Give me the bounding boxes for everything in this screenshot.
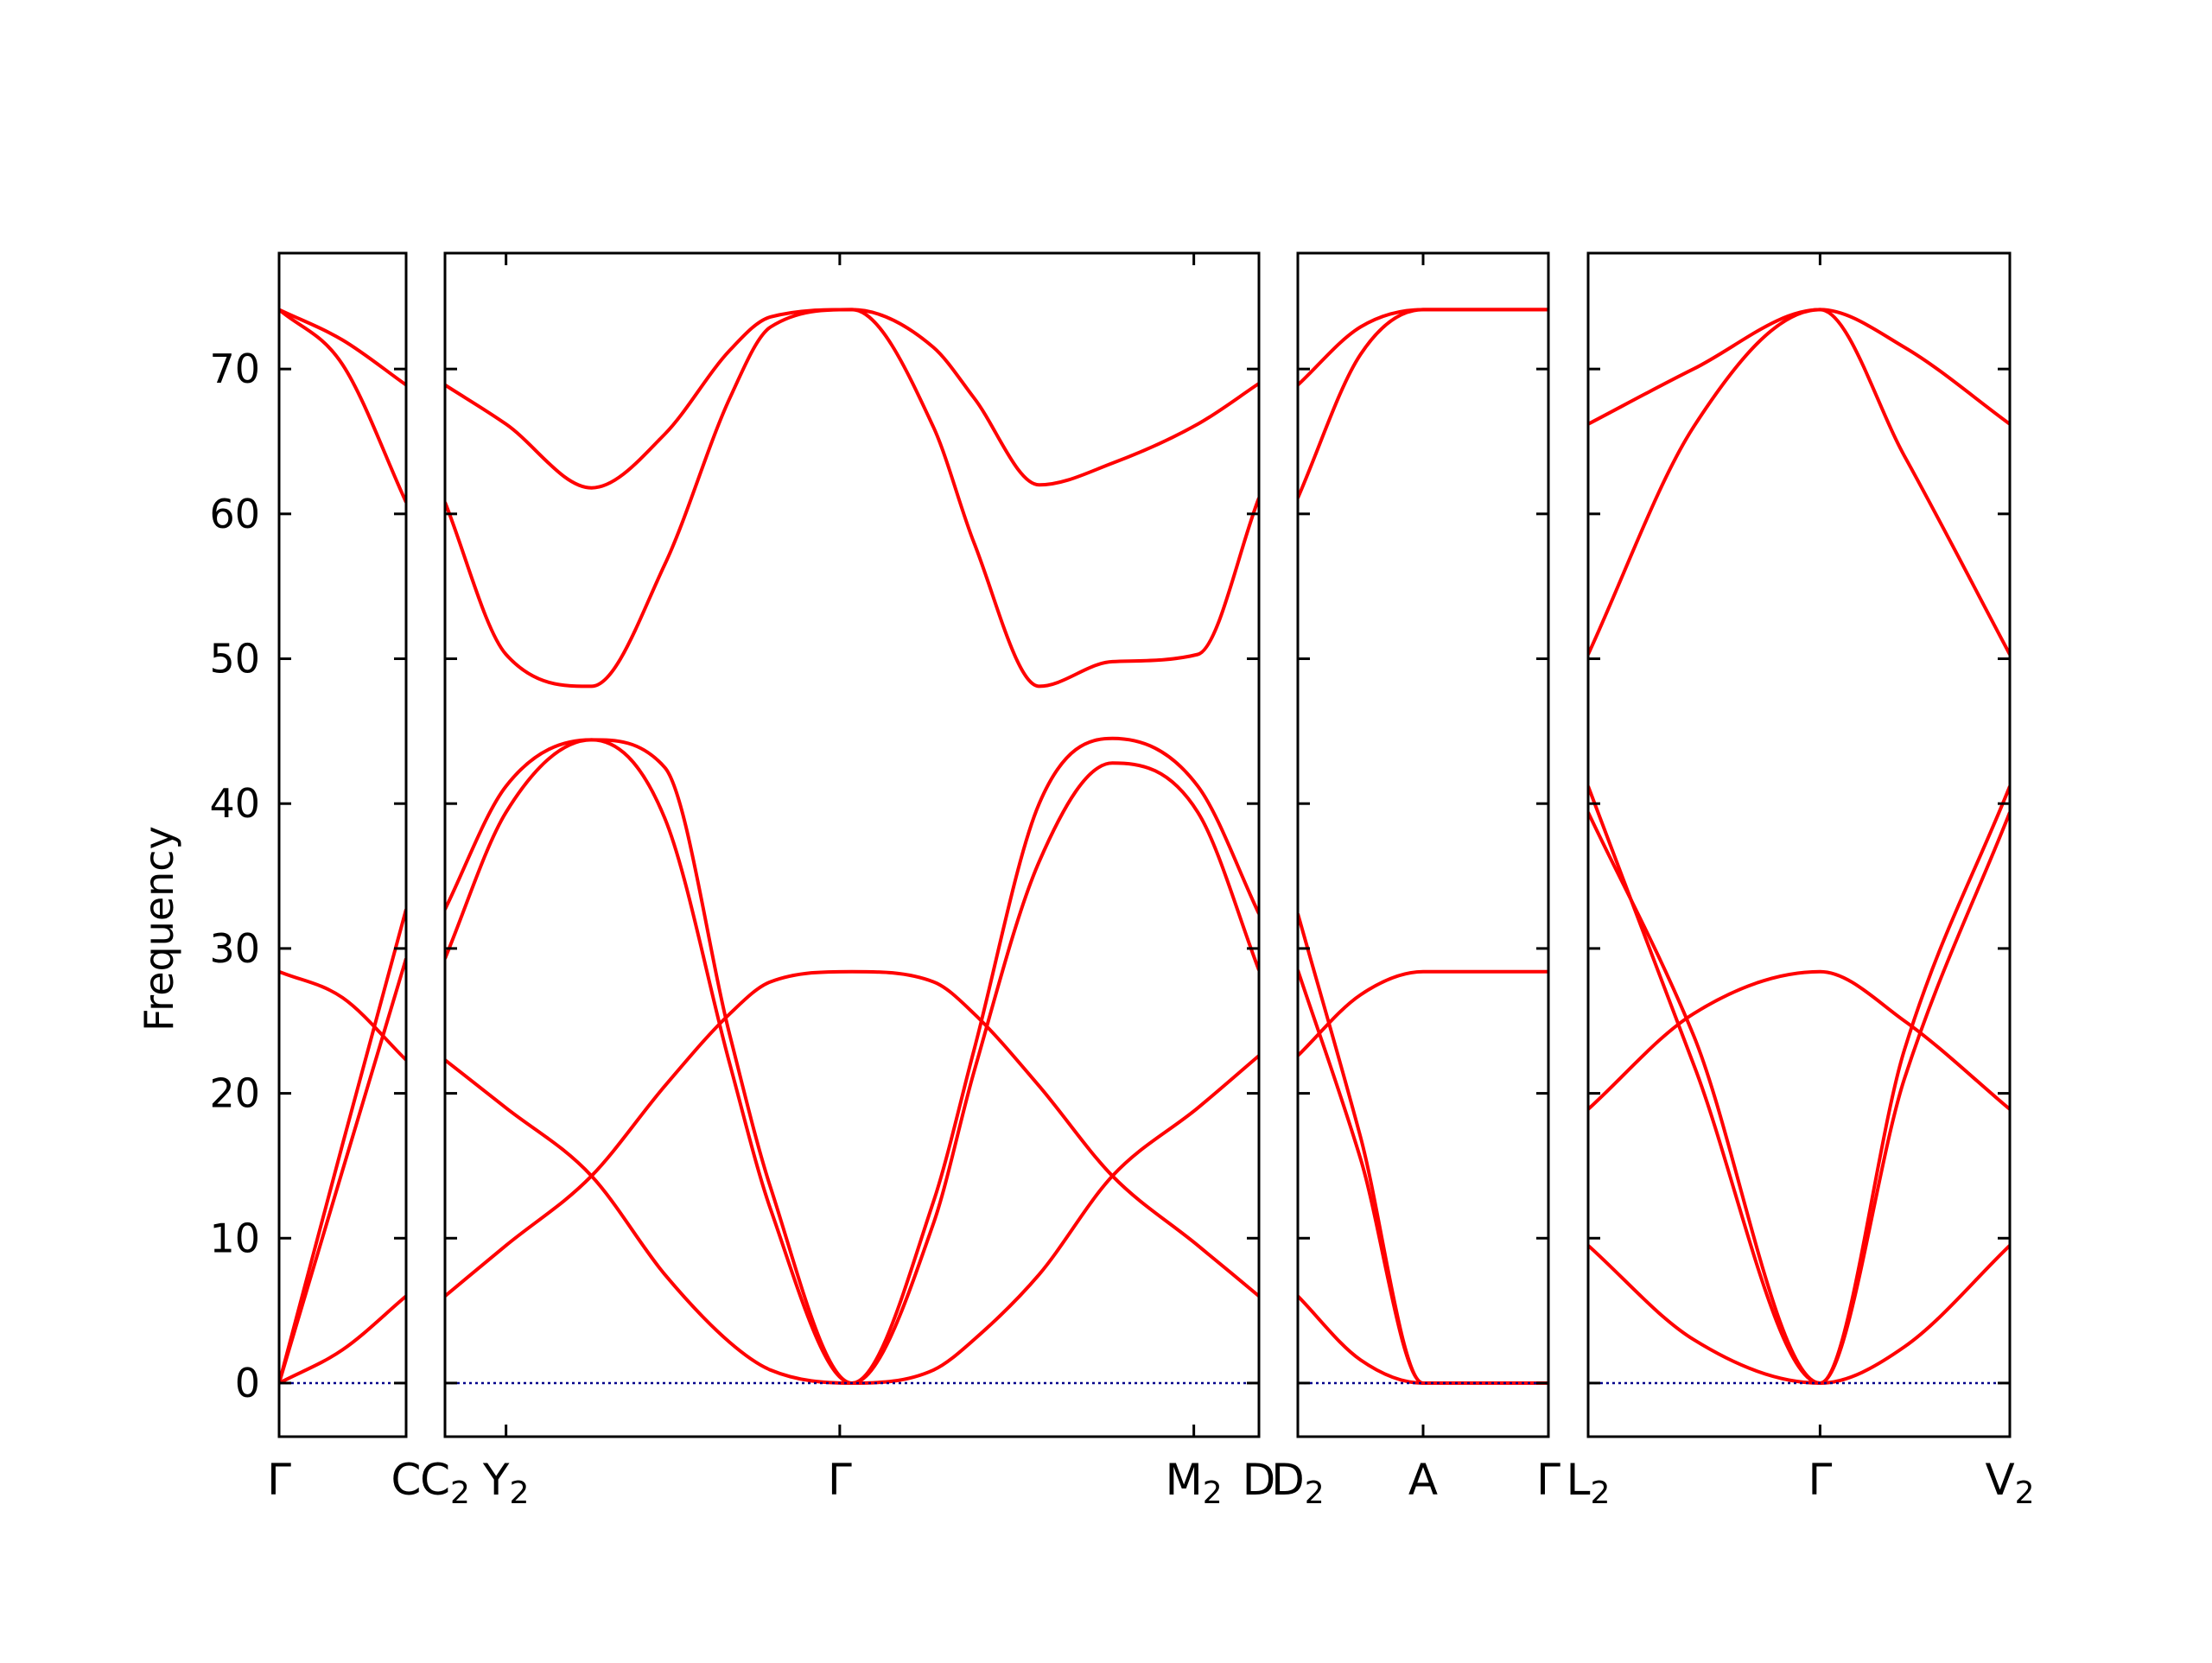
panel-frame <box>1296 251 1550 1438</box>
band-line-6 <box>1298 1294 1548 1386</box>
x-tick-label: L2 <box>1567 1455 1611 1511</box>
band-line-2 <box>279 308 406 504</box>
x-tick-label: M2 <box>1166 1455 1223 1511</box>
x-tick-label: V2 <box>1985 1455 2034 1511</box>
y-tick-label: 70 <box>209 346 260 392</box>
y-tick-label: 10 <box>209 1215 260 1261</box>
band-line-3 <box>445 736 1259 1386</box>
band-line-4 <box>445 738 1259 1386</box>
band-line-3 <box>1298 913 1548 1386</box>
band-line-2 <box>1298 308 1548 499</box>
panel-frame <box>443 251 1261 1438</box>
band-line-3 <box>1588 785 2010 1386</box>
band-line-1 <box>1588 308 2010 426</box>
band-line-5 <box>1298 969 1548 1057</box>
panel-4 <box>1586 251 2012 1438</box>
band-line-4 <box>279 958 406 1384</box>
band-line-6 <box>445 969 1259 1298</box>
x-tick-label: A <box>1408 1455 1438 1505</box>
x-tick-label: Y2 <box>482 1455 529 1511</box>
band-curves <box>279 308 406 1385</box>
band-line-2 <box>445 308 1259 689</box>
panel-2 <box>443 251 1261 1438</box>
y-tick-label: 60 <box>209 491 260 537</box>
y-axis-title: Frequency <box>136 826 182 1031</box>
band-line-5 <box>279 969 406 1062</box>
panel-1 <box>277 251 408 1438</box>
band-line-1 <box>279 308 406 387</box>
band-line-1 <box>1298 308 1548 387</box>
band-curves <box>1588 308 2010 1386</box>
band-line-4 <box>1298 969 1548 1386</box>
x-tick-label: D <box>1243 1455 1276 1505</box>
y-tick-label: 50 <box>209 636 260 682</box>
panel-frame <box>1586 251 2012 1438</box>
band-line-3 <box>279 909 406 1384</box>
band-curves <box>1298 308 1548 1386</box>
x-tick-label: Γ <box>1536 1455 1560 1505</box>
x-tick-label: C2 <box>420 1455 470 1511</box>
y-tick-label: 40 <box>209 780 260 827</box>
y-tick-label: 20 <box>209 1070 260 1117</box>
x-tick-label: Γ <box>267 1455 291 1505</box>
x-tick-label: Γ <box>828 1455 852 1505</box>
y-tick-label: 0 <box>235 1360 260 1406</box>
band-curves <box>445 308 1259 1386</box>
panel-frame <box>277 251 408 1438</box>
x-tick-label: C <box>391 1455 422 1505</box>
x-tick-label: Γ <box>1808 1455 1832 1505</box>
band-line-5 <box>1588 969 2010 1111</box>
x-tick-label: D2 <box>1271 1455 1324 1511</box>
y-tick-label: 30 <box>209 925 260 972</box>
band-line-1 <box>445 308 1259 490</box>
band-line-5 <box>445 1054 1259 1386</box>
band-line-6 <box>279 1294 406 1385</box>
band-line-2 <box>1588 308 2010 656</box>
band-line-4 <box>1588 811 2010 1386</box>
panel-3 <box>1296 251 1550 1438</box>
